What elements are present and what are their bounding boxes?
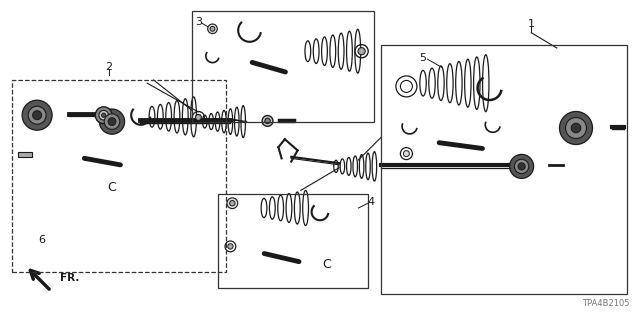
Circle shape [28,106,46,124]
Circle shape [227,198,237,209]
Circle shape [358,48,365,55]
Circle shape [99,110,109,120]
Circle shape [108,118,116,125]
Bar [12,80,226,272]
Circle shape [515,159,529,173]
Circle shape [262,116,273,126]
Circle shape [518,163,525,170]
Circle shape [509,155,534,179]
Text: TPA4B2105: TPA4B2105 [582,299,630,308]
Circle shape [210,27,215,31]
Bar [381,45,627,294]
Text: 5: 5 [419,52,426,63]
Circle shape [104,114,120,129]
Text: 2: 2 [105,62,113,72]
Text: 1: 1 [528,19,534,29]
Circle shape [195,115,202,120]
Circle shape [99,109,125,134]
Text: 4: 4 [367,196,375,207]
Circle shape [207,24,218,34]
Circle shape [22,100,52,130]
Circle shape [566,117,586,139]
Bar [218,194,368,288]
Text: 6: 6 [38,235,45,245]
Circle shape [102,113,106,117]
Text: 3: 3 [195,17,202,28]
Text: C: C [108,181,116,194]
Circle shape [230,201,235,206]
Bar [18,152,32,157]
Circle shape [95,107,112,124]
Circle shape [265,118,270,124]
Text: C: C [322,258,331,270]
Circle shape [572,123,581,133]
Circle shape [403,151,410,156]
Bar [192,11,374,122]
Text: FR.: FR. [60,273,80,284]
Circle shape [228,244,233,249]
Circle shape [33,111,42,120]
Circle shape [559,111,593,145]
